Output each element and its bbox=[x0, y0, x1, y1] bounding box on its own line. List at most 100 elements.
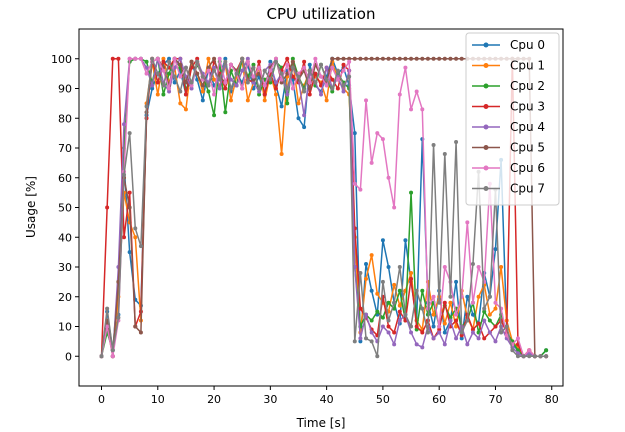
y-tick-label: 10 bbox=[58, 321, 72, 334]
data-point bbox=[476, 336, 481, 341]
data-point bbox=[240, 86, 245, 91]
data-point bbox=[380, 137, 385, 142]
data-point bbox=[144, 104, 149, 109]
data-point bbox=[268, 68, 273, 73]
x-tick-label: 20 bbox=[207, 393, 221, 406]
data-point bbox=[358, 56, 363, 61]
data-point bbox=[403, 238, 408, 243]
data-point bbox=[459, 333, 464, 338]
data-point bbox=[431, 312, 436, 317]
data-point bbox=[212, 65, 217, 70]
data-point bbox=[420, 107, 425, 112]
data-point bbox=[392, 282, 397, 287]
data-point bbox=[195, 59, 200, 64]
data-point bbox=[144, 65, 149, 70]
data-point bbox=[397, 265, 402, 269]
data-point bbox=[397, 303, 402, 308]
data-point bbox=[386, 175, 391, 180]
data-point bbox=[499, 330, 504, 335]
data-point bbox=[296, 74, 301, 79]
data-point bbox=[150, 83, 155, 88]
data-point bbox=[122, 172, 127, 177]
y-tick-label: 20 bbox=[58, 291, 72, 304]
data-point bbox=[364, 336, 369, 341]
data-point bbox=[127, 56, 132, 61]
data-point bbox=[133, 226, 138, 231]
data-point bbox=[454, 336, 459, 341]
data-point bbox=[454, 279, 459, 284]
data-point bbox=[200, 89, 205, 94]
data-point bbox=[392, 330, 397, 335]
data-point bbox=[183, 65, 188, 70]
data-point bbox=[380, 324, 385, 329]
data-point bbox=[454, 312, 459, 317]
data-point bbox=[414, 56, 419, 61]
data-point bbox=[313, 56, 318, 61]
data-point bbox=[493, 300, 498, 305]
data-point bbox=[386, 324, 391, 329]
data-point bbox=[409, 330, 414, 335]
data-point bbox=[487, 318, 492, 323]
data-point bbox=[386, 318, 391, 323]
data-point bbox=[330, 86, 335, 91]
data-point bbox=[470, 330, 475, 335]
legend-item: Cpu 4 bbox=[472, 120, 545, 134]
data-point bbox=[245, 59, 250, 64]
legend-item: Cpu 7 bbox=[472, 182, 545, 196]
data-point bbox=[206, 89, 211, 94]
data-point bbox=[155, 71, 160, 76]
data-point bbox=[200, 74, 205, 79]
data-point bbox=[403, 312, 408, 317]
data-point bbox=[133, 235, 138, 240]
data-point bbox=[386, 56, 391, 61]
data-point bbox=[324, 98, 329, 103]
y-tick-label: 0 bbox=[65, 350, 72, 363]
legend-label: Cpu 0 bbox=[510, 38, 545, 52]
data-point bbox=[206, 83, 211, 88]
data-point bbox=[240, 68, 245, 73]
data-point bbox=[268, 77, 273, 82]
data-point bbox=[431, 294, 436, 299]
data-point bbox=[442, 151, 447, 156]
data-point bbox=[105, 306, 110, 311]
legend-swatch-marker bbox=[483, 145, 489, 150]
data-point bbox=[476, 265, 481, 269]
data-point bbox=[212, 92, 217, 97]
data-point bbox=[257, 65, 262, 70]
data-point bbox=[217, 77, 222, 82]
data-point bbox=[234, 71, 239, 76]
data-point bbox=[431, 143, 436, 148]
data-point bbox=[183, 107, 188, 112]
data-point bbox=[482, 306, 487, 311]
data-point bbox=[335, 56, 340, 61]
data-point bbox=[437, 327, 442, 332]
data-point bbox=[431, 336, 436, 341]
data-point bbox=[364, 312, 369, 317]
data-point bbox=[268, 59, 273, 64]
data-point bbox=[279, 80, 284, 85]
data-point bbox=[414, 324, 419, 329]
legend-label: Cpu 5 bbox=[510, 141, 545, 155]
data-point bbox=[386, 330, 391, 335]
x-tick-label: 30 bbox=[263, 393, 277, 406]
data-point bbox=[200, 83, 205, 88]
legend-item: Cpu 0 bbox=[472, 38, 545, 52]
data-point bbox=[313, 71, 318, 76]
legend-box bbox=[465, 32, 560, 206]
data-point bbox=[397, 92, 402, 97]
legend-swatch-marker bbox=[483, 124, 489, 130]
y-tick-label: 90 bbox=[58, 83, 72, 96]
data-point bbox=[341, 68, 346, 73]
data-point bbox=[319, 62, 323, 67]
data-point bbox=[127, 131, 132, 136]
data-point bbox=[285, 92, 290, 97]
data-point bbox=[172, 80, 177, 85]
data-point bbox=[335, 86, 340, 91]
data-point bbox=[397, 56, 402, 61]
data-point bbox=[335, 77, 340, 82]
y-tick-label: 40 bbox=[58, 231, 72, 244]
data-point bbox=[127, 250, 132, 255]
legend-item: Cpu 3 bbox=[472, 100, 545, 114]
y-tick-label: 80 bbox=[58, 112, 72, 125]
data-point bbox=[234, 83, 239, 88]
